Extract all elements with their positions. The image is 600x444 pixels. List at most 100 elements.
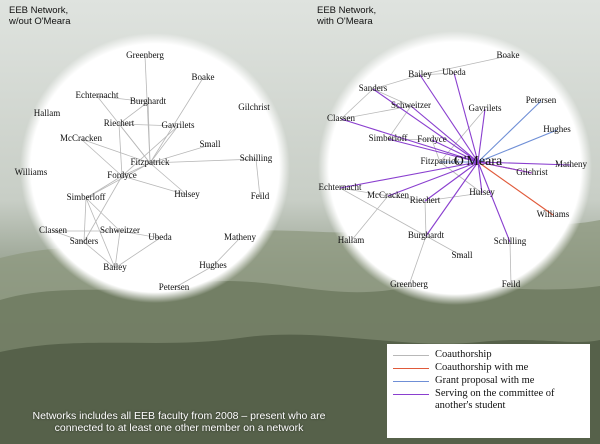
right-node-schilling: Schilling: [494, 236, 527, 246]
left-node-echternacht: Echternacht: [76, 90, 119, 100]
left-node-small: Small: [199, 139, 221, 149]
right-edge-classen-schweitzer: [340, 105, 412, 120]
right-node-burghardt: Burghardt: [408, 230, 445, 240]
left-node-simberloff: Simberloff: [67, 192, 106, 202]
left-network-title: EEB Network, w/out O'Meara: [9, 5, 70, 27]
right-edge-sanders-bailey: [372, 74, 421, 90]
right-edge-omeara-hughes: [477, 129, 558, 163]
legend-label-coauthorship: Coauthorship: [435, 349, 492, 360]
right-edge-mccracken-riechert: [387, 195, 426, 202]
right-node-sanders: Sanders: [359, 83, 388, 93]
legend: Coauthorship Coauthorship with me Grant …: [387, 344, 590, 438]
right-edge-omeara-riechert: [424, 161, 479, 202]
left-edge-schweitzer-bailey: [114, 230, 121, 269]
right-edge-fitzpatrick-gavrilets: [439, 108, 486, 163]
right-edge-bailey-ubeda: [419, 72, 455, 76]
left-node-petersen: Petersen: [159, 282, 190, 292]
right-node-hallam: Hallam: [338, 235, 365, 245]
right-node-hulsey: Hulsey: [469, 187, 495, 197]
left-node-hallam: Hallam: [34, 108, 61, 118]
legend-item-coauthorship-with-me: Coauthorship with me: [393, 362, 584, 374]
left-edge-ubeda-bailey: [114, 237, 161, 269]
right-node-echternacht: Echternacht: [319, 182, 362, 192]
left-edge-burghardt-riechert: [118, 101, 149, 125]
right-node-ubeda: Ubeda: [442, 67, 466, 77]
left-node-bailey: Bailey: [103, 262, 127, 272]
legend-item-committee: Serving on the committee of another's st…: [393, 388, 584, 412]
right-edge-hallam-mccracken: [350, 195, 389, 242]
left-edge-fitzpatrick-hulsey: [149, 162, 188, 196]
left-edge-echternacht-burghardt: [96, 95, 149, 103]
left-node-feild: Feild: [251, 191, 270, 201]
right-edge-omeara-ubeda: [453, 72, 479, 163]
left-node-sanders: Sanders: [70, 236, 99, 246]
legend-swatch-coauthorship-with-me: [393, 368, 429, 369]
right-node-gavrilets: Gavrilets: [469, 103, 502, 113]
right-edge-echternacht-mccracken: [339, 187, 389, 197]
left-edge-simberloff-sanders: [83, 197, 87, 243]
left-edge-riechert-fordyce: [118, 123, 123, 177]
left-node-boake: Boake: [192, 72, 215, 82]
left-node-williams: Williams: [15, 167, 48, 177]
left-node-schweitzer: Schweitzer: [100, 225, 140, 235]
right-edge-omeara-petersen: [477, 100, 542, 163]
right-edge-omeara-sanders: [372, 88, 479, 163]
legend-item-coauthorship: Coauthorship: [393, 349, 584, 361]
right-node-fitzpatrick: Fitzpatrick: [421, 156, 460, 166]
left-edge-simberloff-schweitzer: [85, 197, 121, 232]
right-edge-burghardt-riechert: [424, 200, 427, 237]
left-edge-fordyce-hulsey: [121, 175, 188, 196]
right-edge-omeara-mccracken: [387, 161, 479, 197]
left-node-gavrilets: Gavrilets: [162, 120, 195, 130]
left-node-classen: Classen: [39, 225, 67, 235]
left-node-hulsey: Hulsey: [174, 189, 200, 199]
right-edge-boake-bailey: [419, 55, 509, 76]
left-edge-fitzpatrick-schilling: [149, 158, 257, 164]
left-edge-mccracken-fordyce: [80, 138, 123, 177]
left-node-burghardt: Burghardt: [130, 96, 167, 106]
right-edge-omeara-burghardt: [425, 161, 479, 237]
right-edge-schweitzer-simberloff: [387, 105, 412, 140]
legend-swatch-committee: [393, 394, 429, 395]
left-title-line-2: w/out O'Meara: [9, 16, 71, 27]
right-node-simberloff: Simberloff: [369, 133, 408, 143]
right-node-feild: Feild: [502, 279, 521, 289]
left-edge-classen-sanders: [52, 230, 85, 243]
legend-item-grant-proposal: Grant proposal with me: [393, 375, 584, 387]
right-edge-burghardt-greenberg: [408, 235, 427, 286]
left-edge-schilling-feild: [255, 158, 261, 198]
left-node-greenberg: Greenberg: [126, 50, 164, 60]
left-edge-schweitzer-ubeda: [119, 230, 161, 239]
right-edge-burghardt-small: [425, 235, 463, 257]
legend-label-committee: Serving on the committee of another's st…: [435, 388, 555, 411]
right-node-fordyce: Fordyce: [417, 134, 447, 144]
left-node-ubeda: Ubeda: [148, 232, 172, 242]
left-edge-sanders-bailey: [83, 241, 116, 269]
left-node-matheny: Matheny: [224, 232, 256, 242]
left-edge-boake-fitzpatrick: [149, 77, 204, 164]
left-node-fordyce: Fordyce: [107, 170, 137, 180]
right-node-small: Small: [451, 250, 473, 260]
right-node-classen: Classen: [327, 113, 355, 123]
right-edge-omeara-williams: [477, 161, 554, 216]
legend-swatch-coauthorship: [393, 355, 429, 356]
right-node-bailey: Bailey: [408, 69, 432, 79]
left-edge-riechert-fitzpatrick: [118, 123, 151, 164]
left-edge-mccracken-fitzpatrick: [80, 138, 151, 164]
right-title-line-2: with O'Meara: [317, 16, 373, 27]
left-edge-hughes-petersen: [173, 265, 214, 289]
right-edge-omeara-simberloff: [387, 138, 479, 163]
right-node-hughes: Hughes: [543, 124, 571, 134]
left-node-schilling: Schilling: [240, 153, 273, 163]
left-edge-fordyce-sanders: [83, 175, 123, 243]
left-edge-fitzpatrick-small: [149, 144, 211, 164]
right-node-schweitzer: Schweitzer: [391, 100, 431, 110]
right-edge-classen-sanders: [340, 88, 374, 120]
right-edge-omeara-fordyce: [431, 139, 479, 163]
right-edge-simberloff-fordyce: [387, 138, 433, 141]
right-title-line-1: EEB Network,: [317, 5, 377, 16]
left-edge-riechert-gavrilets: [118, 123, 179, 127]
left-edge-simberloff-bailey: [85, 197, 116, 269]
legend-label-grant-proposal: Grant proposal with me: [435, 375, 535, 386]
